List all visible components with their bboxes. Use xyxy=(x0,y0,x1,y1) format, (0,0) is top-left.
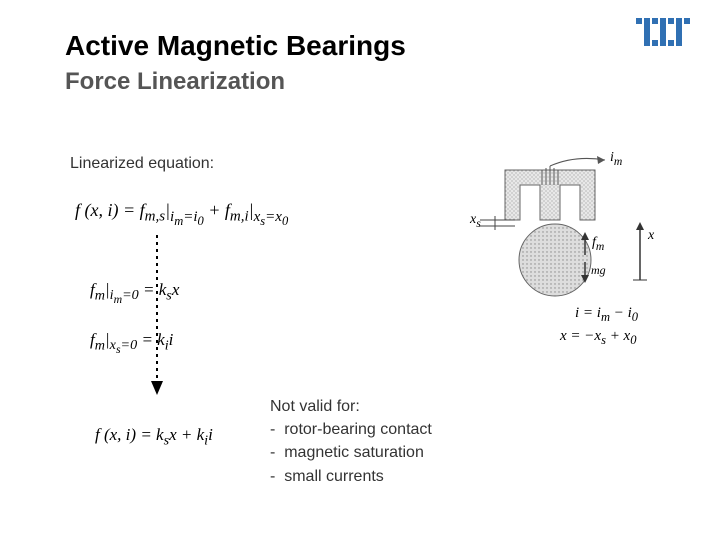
label-fm: fm xyxy=(592,235,604,253)
equation-2: fm|im=0 = ksx xyxy=(90,280,179,307)
not-valid-item: - rotor-bearing contact xyxy=(270,418,432,441)
not-valid-block: Not valid for: - rotor-bearing contact -… xyxy=(270,395,432,488)
diagram-eq-i: i = im − i0 xyxy=(575,305,638,325)
label-xs: xs xyxy=(470,212,481,230)
bearing-diagram: im xs fm mg x i = im − i0 x = −xs + x0 xyxy=(445,150,675,350)
equation-1: f (x, i) = fm,s|im=i0 + fm,i|xs=x0 xyxy=(75,200,288,229)
dotted-arrow-icon xyxy=(150,235,164,400)
equation-4: f (x, i) = ksx + kii xyxy=(95,425,213,449)
not-valid-item: - magnetic saturation xyxy=(270,441,432,464)
tum-logo xyxy=(636,18,690,51)
diagram-eq-x: x = −xs + x0 xyxy=(560,328,636,348)
label-im: im xyxy=(610,150,622,168)
label-x: x xyxy=(648,228,654,244)
not-valid-heading: Not valid for: xyxy=(270,395,432,418)
label-mg: mg xyxy=(591,263,606,278)
section-label: Linearized equation: xyxy=(70,155,214,173)
equation-3: fm|xs=0 = kii xyxy=(90,330,173,357)
page-title: Active Magnetic Bearings xyxy=(65,30,406,62)
not-valid-item: - small currents xyxy=(270,465,432,488)
page-subtitle: Force Linearization xyxy=(65,68,285,96)
